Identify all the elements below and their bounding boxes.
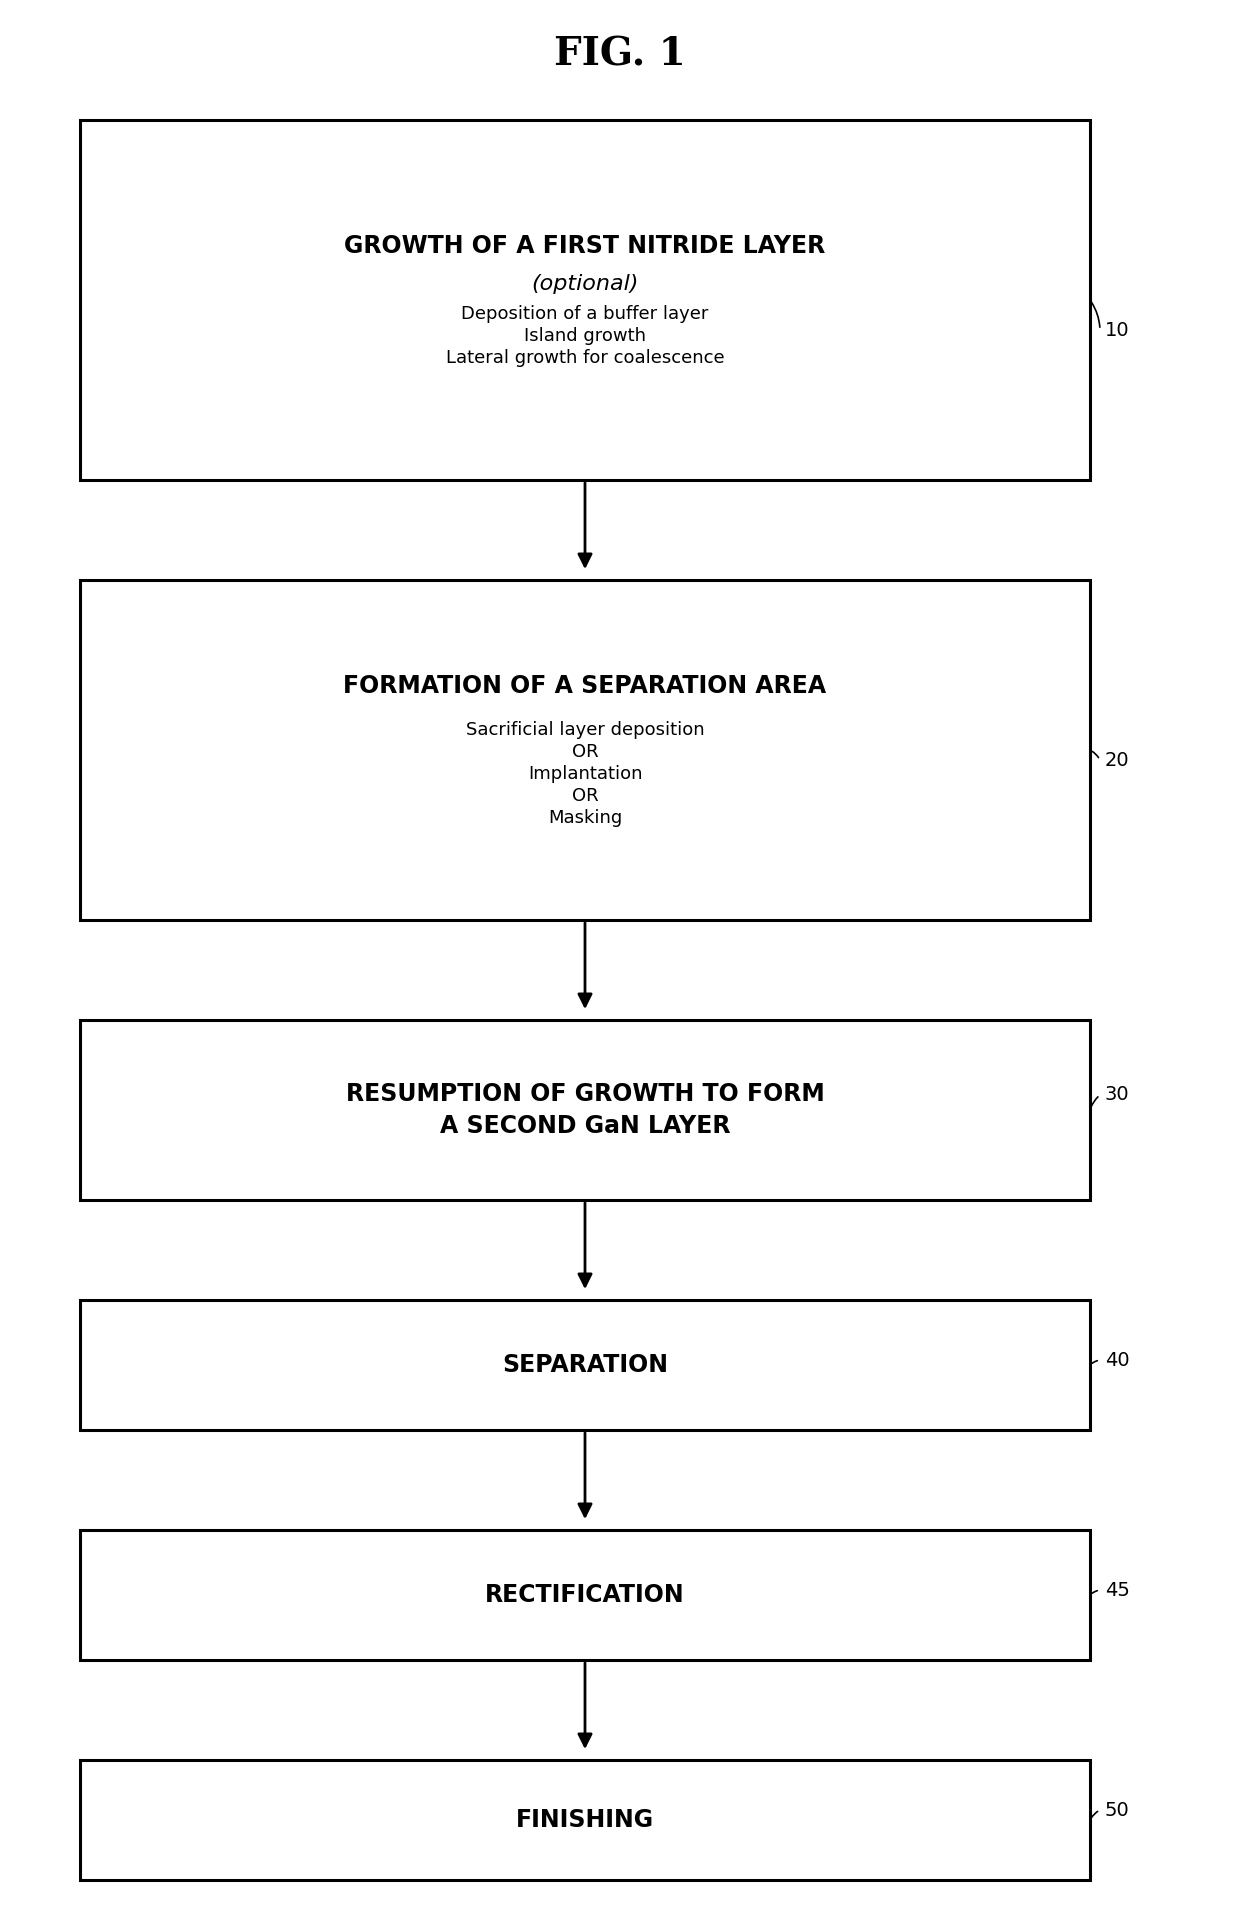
Text: Sacrificial layer deposition: Sacrificial layer deposition <box>466 720 704 740</box>
Text: RECTIFICATION: RECTIFICATION <box>485 1583 684 1606</box>
Text: SEPARATION: SEPARATION <box>502 1352 668 1377</box>
Text: OR: OR <box>572 743 599 761</box>
Bar <box>81 119 1090 480</box>
Text: 10: 10 <box>1105 320 1130 339</box>
Text: 50: 50 <box>1105 1801 1130 1820</box>
Text: OR: OR <box>572 788 599 805</box>
Text: FIG. 1: FIG. 1 <box>554 37 686 73</box>
Bar <box>81 580 1090 921</box>
Bar <box>81 1300 1090 1429</box>
Text: 20: 20 <box>1105 751 1130 770</box>
Text: Implantation: Implantation <box>528 765 642 784</box>
Text: RESUMPTION OF GROWTH TO FORM
A SECOND GaN LAYER: RESUMPTION OF GROWTH TO FORM A SECOND Ga… <box>346 1082 825 1138</box>
Text: Masking: Masking <box>548 809 622 826</box>
Text: Deposition of a buffer layer: Deposition of a buffer layer <box>461 304 709 324</box>
Bar <box>81 1760 1090 1880</box>
Text: 40: 40 <box>1105 1350 1130 1369</box>
Text: 45: 45 <box>1105 1581 1130 1599</box>
Text: GROWTH OF A FIRST NITRIDE LAYER: GROWTH OF A FIRST NITRIDE LAYER <box>345 233 826 258</box>
Text: 30: 30 <box>1105 1086 1130 1104</box>
Text: (optional): (optional) <box>531 273 639 295</box>
Text: FINISHING: FINISHING <box>516 1809 653 1832</box>
Bar <box>81 1021 1090 1200</box>
Text: Island growth: Island growth <box>525 327 646 345</box>
Bar <box>81 1529 1090 1660</box>
Text: Lateral growth for coalescence: Lateral growth for coalescence <box>445 349 724 368</box>
Text: FORMATION OF A SEPARATION AREA: FORMATION OF A SEPARATION AREA <box>343 674 827 697</box>
